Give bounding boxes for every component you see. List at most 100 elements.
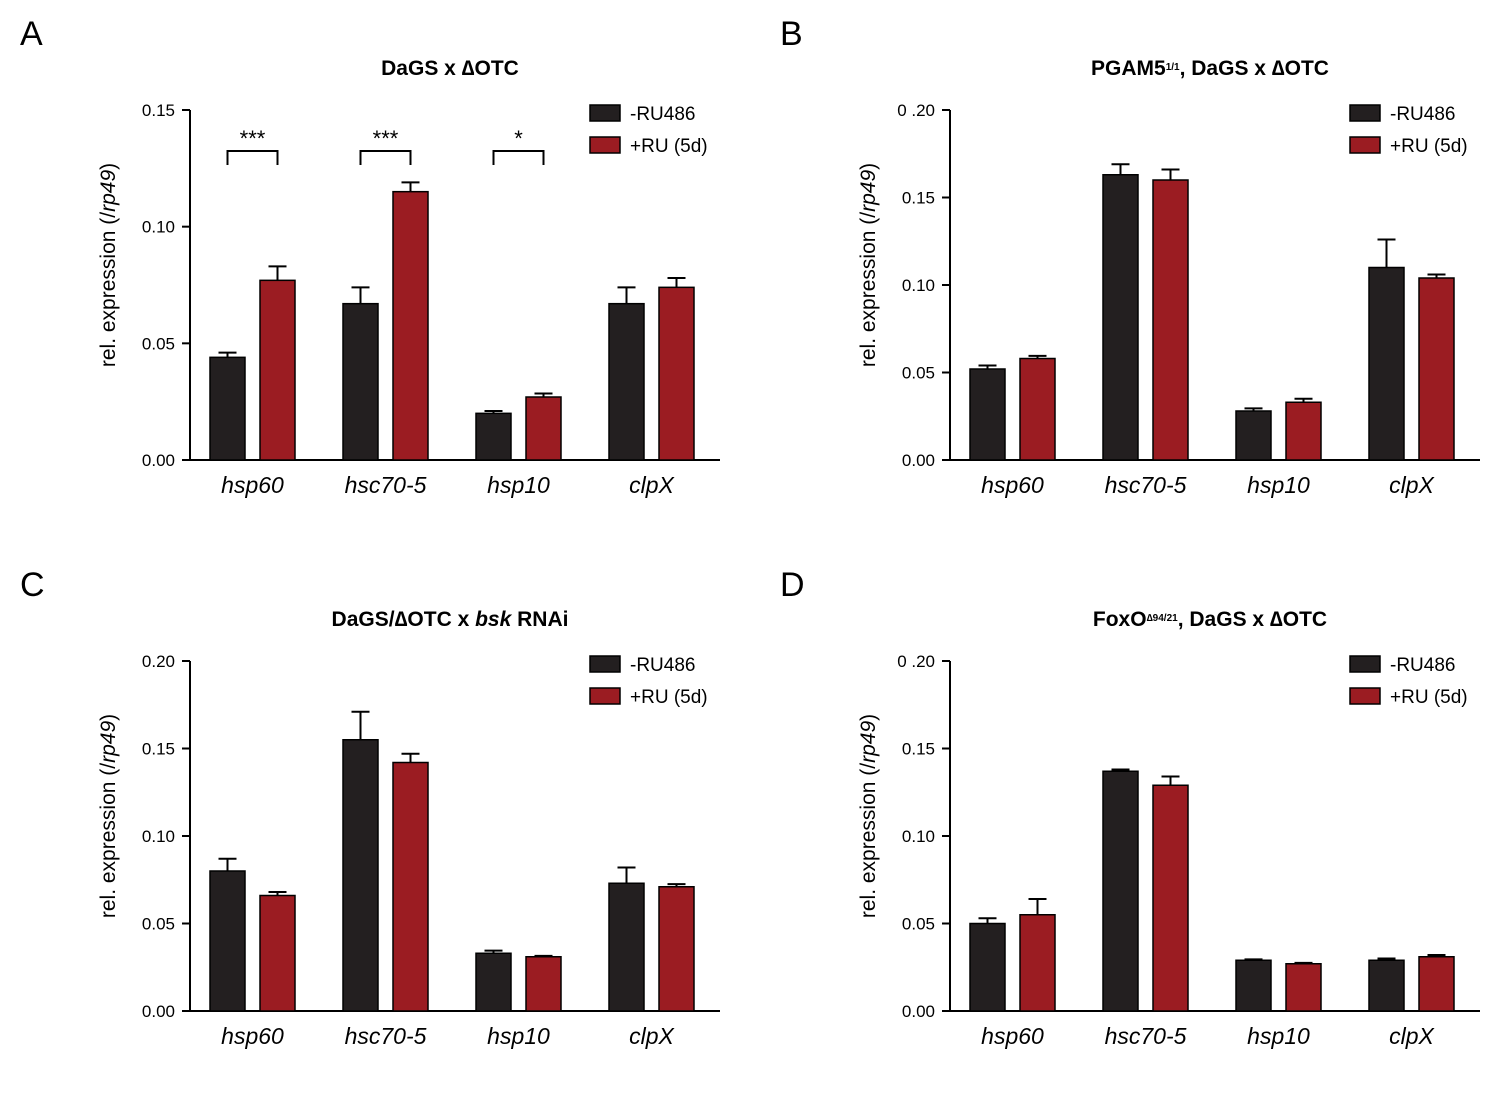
significance-bracket (359, 150, 412, 165)
panel-letter-d: D (780, 566, 805, 604)
title-part: DaGS x ∆OTC (381, 57, 519, 80)
y-axis-label-c: rel. expression (/rp49) (97, 714, 120, 918)
y-tick-label: 0.05 (902, 364, 935, 383)
x-category-label-hsp10: hsp10 (487, 472, 550, 498)
bar-plus-ru-clpX (658, 886, 695, 1012)
chart-title-b: PGAM51/1, DaGS x ∆OTC (1091, 57, 1329, 80)
ylabel-part: rp49 (857, 170, 880, 212)
y-tick-label: 0 .20 (897, 652, 935, 671)
title-part: PGAM5 (1091, 57, 1166, 80)
y-tick-label: 0.10 (142, 218, 175, 237)
ylabel-part: ) (857, 163, 880, 170)
bar-plus-ru-clpX (1418, 956, 1455, 1012)
legend-swatch-plus-ru (1349, 687, 1381, 705)
ylabel-part: ) (97, 714, 120, 721)
legend-swatch-plus-ru (1349, 136, 1381, 154)
significance-label: *** (240, 126, 266, 151)
title-part: FoxO (1093, 608, 1147, 631)
bar-plus-ru-hsp10 (525, 956, 562, 1012)
x-category-label-hsp60: hsp60 (981, 472, 1044, 498)
bar-minus-ru-hsp60 (209, 870, 246, 1012)
y-tick-label: 0.05 (902, 915, 935, 934)
panel-b: B PGAM51/1, DaGS x ∆OTC rel. expression (/… (760, 0, 1500, 551)
x-category-label-hsc70-5: hsc70-5 (1105, 472, 1187, 498)
x-category-label-clpX: clpX (629, 472, 675, 498)
title-part: bsk (475, 608, 513, 631)
chart-panel-d: D FoxO∆94/21, DaGS x ∆OTC rel. expression … (780, 566, 1480, 1049)
legend-swatch-minus-ru (1349, 104, 1381, 122)
bar-minus-ru-clpX (1368, 959, 1405, 1012)
bar-minus-ru-hsp60 (969, 368, 1006, 461)
bar-minus-ru-hsc70-5 (1102, 174, 1139, 461)
x-category-label-hsc70-5: hsc70-5 (345, 1023, 427, 1049)
panel-letter-b: B (780, 15, 803, 53)
bar-minus-ru-hsp10 (1235, 959, 1272, 1012)
bar-plus-ru-hsc70-5 (1152, 179, 1189, 461)
title-part: , DaGS x ∆OTC (1180, 57, 1329, 80)
ylabel-part: rel. expression (/ (97, 212, 120, 367)
bar-plus-ru-hsp10 (1285, 401, 1322, 461)
bar-minus-ru-hsp60 (209, 356, 246, 461)
ylabel-part: rp49 (857, 721, 880, 763)
ylabel-part: ) (857, 714, 880, 721)
ylabel-part: rp49 (97, 721, 120, 763)
panel-a: A DaGS x ∆OTC rel. expression (/rp49) 0.00 0… (0, 0, 750, 551)
y-axis-label-d: rel. expression (/rp49) (857, 714, 880, 918)
bar-plus-ru-hsp60 (259, 894, 296, 1012)
y-tick-label: 0.15 (142, 101, 175, 120)
bar-minus-ru-clpX (1368, 266, 1405, 461)
title-part: RNAi (511, 608, 568, 631)
x-category-label-hsc70-5: hsc70-5 (345, 472, 427, 498)
x-category-label-hsp60: hsp60 (221, 472, 284, 498)
legend-label-plus-ru: +RU (5d) (630, 136, 708, 157)
title-part: DaGS/∆OTC x (332, 608, 476, 631)
chart-panel-a: A DaGS x ∆OTC rel. expression (/rp49) 0.00 0… (20, 15, 720, 498)
significance-bracket (492, 150, 545, 165)
bar-plus-ru-clpX (1418, 277, 1455, 461)
bar-minus-ru-hsp10 (1235, 410, 1272, 461)
bar-plus-ru-hsc70-5 (1152, 784, 1189, 1012)
x-category-label-clpX: clpX (1389, 472, 1435, 498)
x-category-label-hsp10: hsp10 (487, 1023, 550, 1049)
title-part: , DaGS x ∆OTC (1178, 608, 1327, 631)
legend-label-minus-ru: -RU486 (630, 655, 695, 676)
panel-letter-a: A (20, 15, 43, 53)
x-category-label-hsp10: hsp10 (1247, 472, 1310, 498)
bar-plus-ru-hsp60 (1019, 914, 1056, 1012)
y-axis-label-a: rel. expression (/rp49) (97, 163, 120, 367)
bar-plus-ru-hsc70-5 (392, 190, 429, 461)
bar-minus-ru-clpX (608, 302, 645, 461)
legend-swatch-minus-ru (1349, 655, 1381, 673)
y-tick-label: 0.00 (902, 451, 935, 470)
ylabel-part: rp49 (97, 170, 120, 212)
y-tick-label: 0.15 (142, 740, 175, 759)
title-part: ∆94/21 (1147, 613, 1179, 624)
y-axis-label-b: rel. expression (/rp49) (857, 163, 880, 367)
legend-swatch-minus-ru (589, 655, 621, 673)
bar-minus-ru-hsp60 (969, 922, 1006, 1012)
ylabel-part: rel. expression (/ (97, 763, 120, 918)
bar-minus-ru-hsc70-5 (342, 739, 379, 1012)
legend-label-plus-ru: +RU (5d) (1390, 136, 1468, 157)
y-tick-label: 0.10 (902, 827, 935, 846)
bar-minus-ru-hsp10 (475, 412, 512, 461)
y-tick-label: 0.00 (142, 451, 175, 470)
chart-title-d: FoxO∆94/21, DaGS x ∆OTC (1093, 608, 1327, 631)
panel-c: C DaGS/∆OTC x bsk RNAi rel. expression (/r… (0, 551, 750, 1102)
bar-minus-ru-hsp10 (475, 952, 512, 1012)
significance-label: *** (373, 126, 399, 151)
legend-label-minus-ru: -RU486 (1390, 104, 1455, 125)
x-category-label-hsp60: hsp60 (981, 1023, 1044, 1049)
x-category-label-hsp10: hsp10 (1247, 1023, 1310, 1049)
legend-swatch-minus-ru (589, 104, 621, 122)
bar-plus-ru-clpX (658, 286, 695, 461)
x-category-label-clpX: clpX (629, 1023, 675, 1049)
panel-letter-c: C (20, 566, 45, 604)
ylabel-part: rel. expression (/ (857, 763, 880, 918)
y-tick-label: 0 .20 (897, 101, 935, 120)
chart-panel-b: B PGAM51/1, DaGS x ∆OTC rel. expression (/… (780, 15, 1480, 498)
ylabel-part: rel. expression (/ (857, 212, 880, 367)
y-tick-label: 0.20 (142, 652, 175, 671)
bar-minus-ru-hsc70-5 (342, 302, 379, 461)
bar-plus-ru-hsp10 (1285, 963, 1322, 1012)
